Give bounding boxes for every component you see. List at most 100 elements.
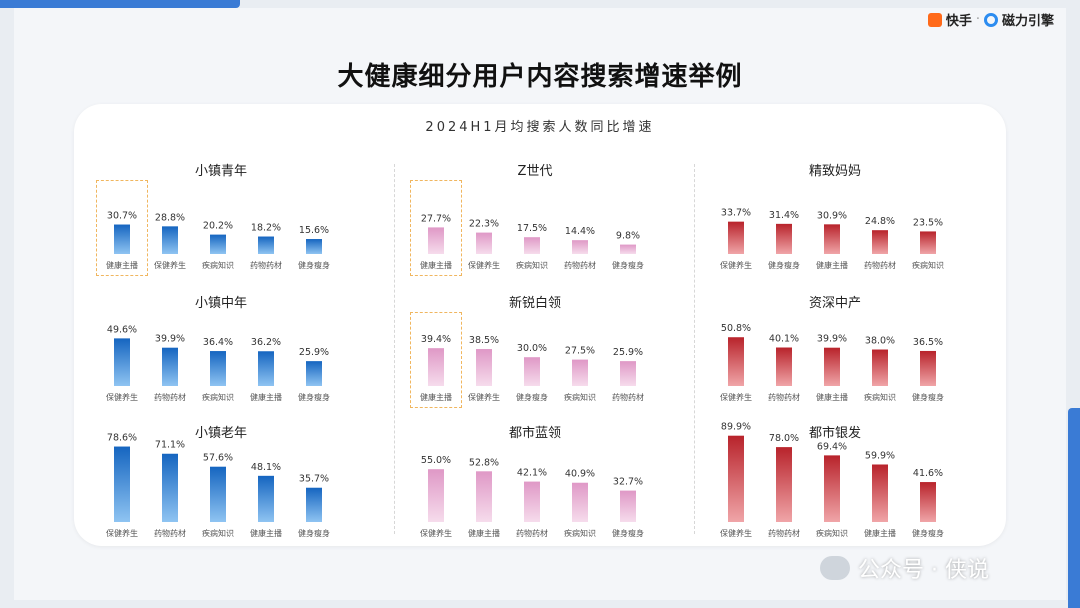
wechat-icon xyxy=(820,556,850,580)
category-label: 健康主播 xyxy=(420,260,452,270)
data-label: 30.0% xyxy=(517,343,547,354)
bar xyxy=(872,349,888,386)
bar xyxy=(572,240,588,254)
data-label: 24.8% xyxy=(865,216,895,227)
category-label: 健身瘦身 xyxy=(912,528,944,538)
chart-panel: 50.8% 保健养生 40.1% 药物药材 39.9% 健康主播 38.0% 疾病知识 36.5… xyxy=(710,292,960,408)
bar-chart: 55.0% 保健养生 52.8% 健康主播 42.1% 药物药材 40.9% 疾病知识 32.7… xyxy=(420,455,644,538)
category-label: 保健养生 xyxy=(720,528,752,538)
category-label: 保健养生 xyxy=(468,260,500,270)
chart-title: 2024H1月均搜索人数同比增速 xyxy=(425,120,655,135)
category-label: 疾病知识 xyxy=(202,528,234,538)
data-label: 36.4% xyxy=(203,337,233,348)
panel-title: 小镇青年 xyxy=(194,164,247,179)
data-label: 50.8% xyxy=(721,323,751,334)
bar xyxy=(728,221,744,254)
chart-panel: 27.7% 健康主播 22.3% 保健养生 17.5% 疾病知识 14.4% 药物药材 9.8%… xyxy=(410,160,660,276)
category-label: 健康主播 xyxy=(816,260,848,270)
chart-panel: 33.7% 保健养生 31.4% 健身瘦身 30.9% 健康主播 24.8% 药物药材 23.5… xyxy=(710,160,960,276)
data-label: 33.7% xyxy=(721,208,751,219)
category-label: 疾病知识 xyxy=(202,260,234,270)
category-label: 疾病知识 xyxy=(864,392,896,402)
data-label: 42.1% xyxy=(517,468,547,479)
data-label: 40.9% xyxy=(565,469,595,480)
data-label: 57.6% xyxy=(203,453,233,464)
data-label: 38.0% xyxy=(865,336,895,347)
bar xyxy=(162,347,178,386)
bar xyxy=(162,226,178,254)
bar xyxy=(258,475,274,522)
bar xyxy=(258,236,274,254)
data-label: 31.4% xyxy=(769,210,799,221)
category-label: 药物药材 xyxy=(768,528,800,538)
data-label: 17.5% xyxy=(517,223,547,234)
bar xyxy=(824,347,840,386)
bar xyxy=(776,347,792,386)
data-label: 9.8% xyxy=(616,231,640,242)
data-label: 35.7% xyxy=(299,474,329,485)
chart-panel: 30.7% 健康主播 28.8% 保健养生 20.2% 疾病知识 18.2% 药物药材 15.6… xyxy=(96,160,346,276)
bar xyxy=(620,490,636,522)
data-label: 30.7% xyxy=(107,211,137,222)
category-label: 疾病知识 xyxy=(516,260,548,270)
bar xyxy=(428,469,444,522)
category-label: 健身瘦身 xyxy=(912,392,944,402)
data-label: 36.5% xyxy=(913,337,943,348)
bar xyxy=(728,337,744,386)
brand-kuaishou: 快手 xyxy=(945,14,972,29)
bar xyxy=(920,350,936,386)
bar xyxy=(306,239,322,254)
category-label: 药物药材 xyxy=(250,260,282,270)
bar-chart: 50.8% 保健养生 40.1% 药物药材 39.9% 健康主播 38.0% 疾病知识 36.5… xyxy=(720,323,944,402)
data-label: 27.5% xyxy=(565,346,595,357)
data-label: 59.9% xyxy=(865,450,895,461)
bar xyxy=(114,338,130,386)
data-label: 78.0% xyxy=(769,433,799,444)
bar xyxy=(872,464,888,522)
chart-panel: 39.4% 健康主播 38.5% 保健养生 30.0% 健身瘦身 27.5% 疾病知识 25.9… xyxy=(410,292,660,408)
category-label: 健康主播 xyxy=(816,392,848,402)
category-label: 保健养生 xyxy=(106,528,138,538)
bar xyxy=(306,361,322,386)
category-label: 健康主播 xyxy=(106,260,138,270)
bar xyxy=(306,487,322,522)
category-label: 保健养生 xyxy=(720,260,752,270)
category-label: 药物药材 xyxy=(154,528,186,538)
highlight-box xyxy=(410,312,462,408)
bar xyxy=(920,231,936,254)
bar xyxy=(524,237,540,254)
category-label: 保健养生 xyxy=(420,528,452,538)
data-label: 32.7% xyxy=(613,477,643,488)
panel-title: 资深中产 xyxy=(808,296,861,311)
bar xyxy=(620,361,636,386)
bar xyxy=(872,230,888,254)
bar-chart: 78.6% 保健养生 71.1% 药物药材 57.6% 疾病知识 48.1% 健康主播 35.7… xyxy=(106,433,330,538)
data-label: 25.9% xyxy=(299,347,329,358)
data-label: 18.2% xyxy=(251,223,281,234)
category-label: 药物药材 xyxy=(564,260,596,270)
watermark-text: 公众号 · 侠说 xyxy=(858,558,989,583)
bar xyxy=(428,348,444,386)
data-label: 71.1% xyxy=(155,440,185,451)
data-label: 38.5% xyxy=(469,335,499,346)
bar xyxy=(476,232,492,254)
category-label: 疾病知识 xyxy=(816,528,848,538)
top-accent-bar xyxy=(0,0,240,8)
category-label: 疾病知识 xyxy=(564,528,596,538)
bar xyxy=(824,455,840,522)
category-label: 健身瘦身 xyxy=(298,392,330,402)
category-label: 健身瘦身 xyxy=(516,392,548,402)
data-label: 69.4% xyxy=(817,441,847,452)
data-label: 55.0% xyxy=(421,455,451,466)
bar-chart: 27.7% 健康主播 22.3% 保健养生 17.5% 疾病知识 14.4% 药物药材 9.8%… xyxy=(420,213,644,270)
bar-chart: 49.6% 保健养生 39.9% 药物药材 36.4% 疾病知识 36.2% 健康主播 25.9… xyxy=(106,324,330,402)
data-label: 89.9% xyxy=(721,422,751,433)
category-label: 疾病知识 xyxy=(202,392,234,402)
category-label: 保健养生 xyxy=(154,260,186,270)
data-label: 52.8% xyxy=(469,457,499,468)
bar-chart: 33.7% 保健养生 31.4% 健身瘦身 30.9% 健康主播 24.8% 药物药材 23.5… xyxy=(720,208,944,270)
category-label: 健康主播 xyxy=(250,528,282,538)
bar xyxy=(620,244,636,254)
category-label: 保健养生 xyxy=(468,392,500,402)
category-label: 健康主播 xyxy=(250,392,282,402)
